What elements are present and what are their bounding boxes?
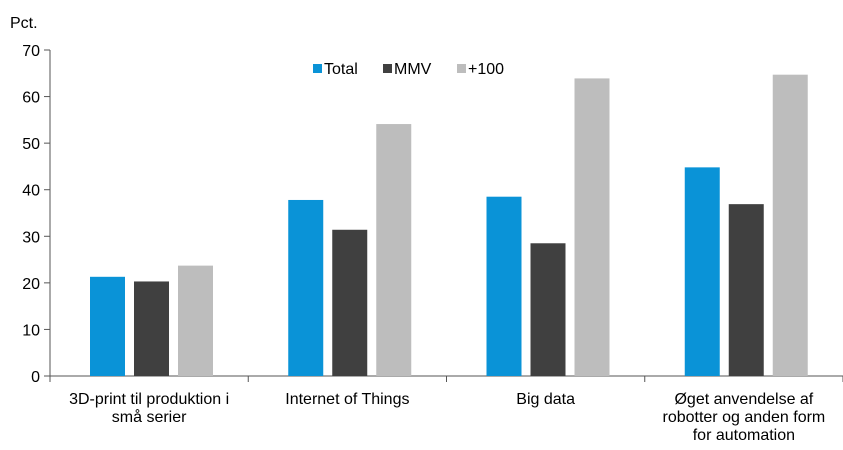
bar-mmv-1 — [332, 229, 368, 376]
y-tick-label: 20 — [22, 276, 40, 293]
bar-total-3 — [684, 167, 720, 376]
legend: Total MMV +100 — [313, 61, 504, 78]
bar-mmv-3 — [728, 204, 764, 376]
bar-100-3 — [772, 74, 808, 376]
legend-label: Total — [324, 61, 358, 78]
bar-100-2 — [574, 78, 610, 376]
bar-total-1 — [288, 199, 324, 376]
y-tick-label: 30 — [22, 229, 40, 246]
bar-100-0 — [178, 265, 213, 376]
y-tick-label: 0 — [31, 369, 40, 386]
legend-swatch — [313, 64, 322, 73]
category-label: Big data — [516, 391, 575, 408]
bar-mmv-0 — [134, 281, 169, 376]
y-tick-label: 70 — [22, 43, 40, 60]
category-label: 3D-print til produktion i små serier — [69, 391, 229, 426]
category-labels: 3D-print til produktion i små serier Inter… — [69, 391, 825, 444]
legend-swatch — [383, 64, 392, 73]
category-label: Øget anvendelse af robotter og anden form… — [662, 391, 825, 444]
y-tick-label: 50 — [22, 136, 40, 153]
legend-label: +100 — [468, 61, 504, 78]
legend-label: MMV — [394, 61, 432, 78]
bar-total-2 — [486, 196, 522, 376]
y-tick-label: 40 — [22, 183, 40, 200]
bar-100-1 — [376, 124, 412, 376]
y-tick-label: 60 — [22, 90, 40, 107]
y-axis-unit-label: Pct. — [10, 15, 38, 32]
legend-swatch — [457, 64, 466, 73]
category-label: Internet of Things — [285, 391, 409, 408]
bar-mmv-2 — [530, 243, 566, 376]
bar-total-0 — [90, 276, 125, 376]
bars — [90, 74, 808, 376]
y-tick-label: 10 — [22, 322, 40, 339]
